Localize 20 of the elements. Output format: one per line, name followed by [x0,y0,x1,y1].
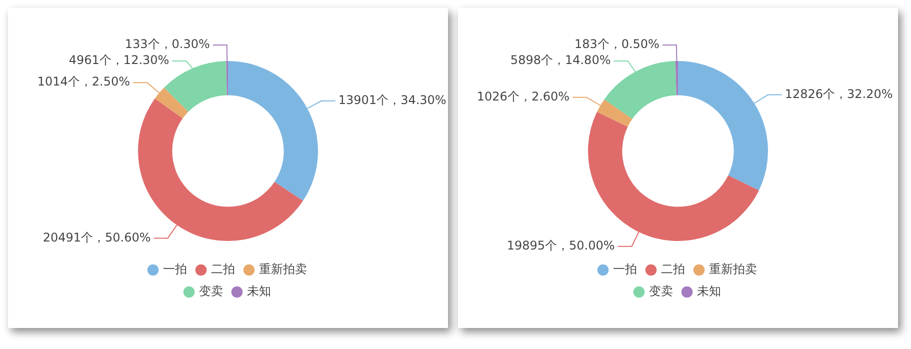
legend-label: 二拍 [211,262,235,276]
legend-label: 一拍 [613,262,637,276]
legend-label: 一拍 [163,262,187,276]
legend-label: 未知 [247,284,271,298]
data-label: 5898个，14.80% [510,53,611,68]
legend-label: 未知 [697,284,721,298]
data-label: 133个，0.30% [124,37,210,52]
data-label: 1026个，2.60% [476,89,570,104]
data-label: 183个，0.50% [574,37,660,52]
data-label: 1014个，2.50% [37,74,130,89]
data-label: 4961个，12.30% [68,53,170,68]
data-label: 12826个，32.20% [784,86,893,101]
legend-label: 变卖 [649,284,673,298]
legend-label: 重新拍卖 [259,262,307,276]
data-label: 13901个，34.30% [338,93,446,108]
legend-label: 重新拍卖 [709,262,757,276]
legend-label: 二拍 [661,262,685,276]
data-label: 20491个，50.60% [42,230,151,244]
legend-label: 变卖 [199,284,223,298]
data-label: 19895个，50.00% [506,238,615,253]
